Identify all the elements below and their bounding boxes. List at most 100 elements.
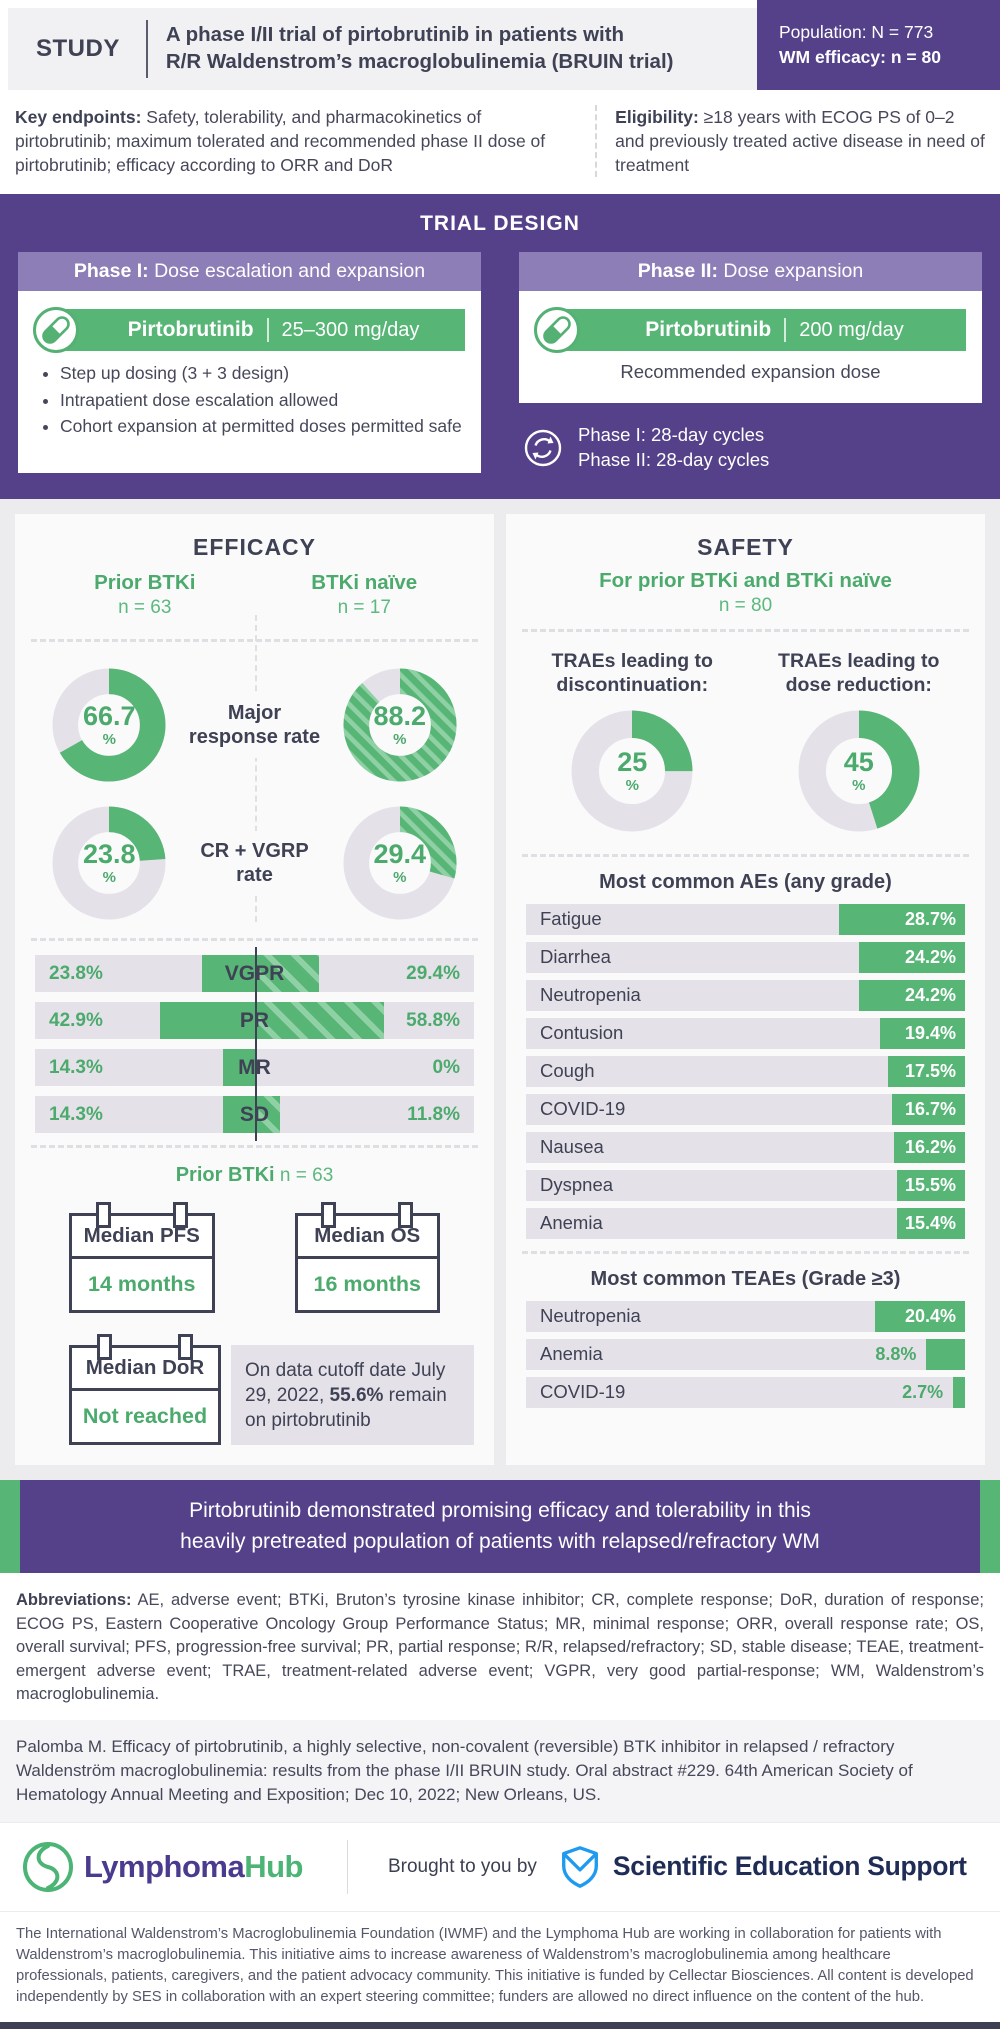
cutoff-text: On data cutoff date July 29, 2022, 55.6%… (245, 1358, 460, 1433)
results-section: EFFICACY Prior BTKi n = 63 BTKi naïve n … (0, 499, 1000, 1481)
survival-heading-bold: Prior BTKi (175, 1164, 275, 1187)
donut-number: 66.7 (82, 701, 136, 732)
median-os-value: 16 months (313, 1272, 422, 1297)
phase1-card: Phase I: Dose escalation and expansion P… (18, 252, 481, 474)
teae-row-covid19: COVID-19 2.7% (526, 1376, 965, 1408)
survival-heading-n: n = 63 (274, 1165, 334, 1187)
bottom-bar (0, 2021, 1000, 2029)
trial-design-section: TRIAL DESIGN Phase I: Dose escalation an… (0, 194, 1000, 500)
hub-word: Hub (244, 1848, 303, 1884)
trae-discontinuation-label: TRAEs leading to discontinuation: (552, 650, 713, 698)
sd-prior-value: 14.3% (49, 1103, 103, 1125)
mr-naive-value: 0% (432, 1056, 460, 1078)
ae-pct: 19.4% (904, 1022, 956, 1043)
wm-efficacy-count: WM efficacy: n = 80 (779, 47, 941, 67)
eligibility-label: Eligibility: (615, 107, 699, 127)
safety-panel: SAFETY For prior BTKi and BTKi naïve n =… (506, 514, 985, 1466)
ses-logo: Scientific Education Support (557, 1844, 967, 1890)
phase2-card: Phase II: Dose expansion Pirtobrutinib 2… (519, 252, 982, 404)
response-row-sd: 14.3% SD 11.8% (35, 1096, 474, 1134)
donut-number: 88.2 (373, 701, 427, 732)
cycles-text: Phase I: 28-day cycles Phase II: 28-day … (578, 423, 769, 473)
ae-bar: 24.2% (858, 979, 965, 1011)
phase-cards: Phase I: Dose escalation and expansion P… (18, 252, 982, 474)
vgpr-prior-value: 23.8% (49, 962, 103, 984)
ae-name: Neutropenia (540, 984, 641, 1006)
cutoff-pre: On data cutoff date July 29, 2022, (245, 1359, 446, 1406)
median-pfs-title: Median PFS (72, 1216, 212, 1260)
ae-row-contusion: Contusion 19.4% (526, 1017, 965, 1049)
donut-chart (571, 710, 693, 832)
ae-name: Anemia (540, 1343, 603, 1365)
donut-chart (52, 806, 166, 920)
vgpr-naive-bar (254, 955, 320, 993)
abbreviations: Abbreviations: AE, adverse event; BTKi, … (0, 1573, 1000, 1721)
ae-bar: 24.2% (858, 941, 965, 973)
ae-pct: 16.7% (904, 1098, 956, 1119)
donut-major-response-prior-btki: 66.7% (52, 668, 166, 782)
sd-naive-value: 11.8% (407, 1103, 460, 1125)
response-row-vgpr: 23.8% VGPR 29.4% (35, 955, 474, 993)
ae-name: Fatigue (540, 908, 602, 930)
abbreviations-label: Abbreviations: (16, 1591, 132, 1610)
cutoff-post: remain on pirtobrutinib (245, 1384, 447, 1431)
donut-cr-vgrp-btki-naive: 29.4% (343, 806, 457, 920)
conclusion-banner: Pirtobrutinib demonstrated promising eff… (0, 1480, 1000, 1574)
ae-pct: 28.7% (904, 908, 956, 929)
ae-bar: 19.4% (879, 1017, 965, 1049)
ae-name: Anemia (540, 1212, 603, 1234)
ae-row-cough: Cough 17.5% (526, 1055, 965, 1087)
efficacy-panel: EFFICACY Prior BTKi n = 63 BTKi naïve n … (15, 514, 494, 1466)
cutoff-pct: 55.6% (329, 1384, 384, 1406)
median-os-title: Median OS (297, 1216, 437, 1260)
cohort-naive-name: BTKi naïve (311, 571, 418, 595)
donut-number: 29.4 (373, 839, 427, 870)
teaes-title: Most common TEAEs (Grade ≥3) (590, 1267, 901, 1290)
ae-pct: 8.8% (875, 1343, 917, 1364)
ae-bar: 20.4% (875, 1300, 965, 1332)
ae-pct: 24.2% (904, 984, 956, 1005)
response-donuts: 66.7% Major response rate 88.2% 23.8% (35, 654, 474, 926)
phase2-drug-band: Pirtobrutinib 200 mg/day (534, 307, 966, 354)
citation: Palomba M. Efficacy of pirtobrutinib, a … (0, 1720, 1000, 1822)
donut-value: 25% (571, 710, 693, 832)
vgpr-label: VGPR (224, 961, 285, 985)
pill-icon (33, 307, 79, 354)
separator (31, 938, 478, 942)
donut-number: 23.8 (82, 839, 136, 870)
endpoints-section: Key endpoints: Safety, tolerability, and… (0, 90, 1000, 195)
phase2-dose: 200 mg/day (799, 318, 904, 341)
donut-percent-sign: % (102, 869, 116, 887)
safety-subtitle-text: For prior BTKi and BTKi naïve (599, 569, 892, 593)
pr-label: PR (239, 1008, 270, 1032)
ae-row-neutropenia: Neutropenia 24.2% (526, 979, 965, 1011)
ae-name: COVID-19 (540, 1098, 626, 1120)
median-pfs-value: 14 months (87, 1272, 196, 1297)
pr-naive-value: 58.8% (406, 1009, 460, 1031)
donut-percent-sign: % (625, 776, 639, 794)
ae-name: Diarrhea (540, 946, 611, 968)
citation-text: Palomba M. Efficacy of pirtobrutinib, a … (16, 1737, 913, 1804)
donut-value: 88.2% (343, 668, 457, 782)
phase1-header-bold: Phase I: (73, 260, 149, 283)
sd-prior-bar (223, 1096, 255, 1134)
trae-label-line2: dose reduction: (785, 674, 932, 697)
vgpr-naive-value: 29.4% (406, 962, 460, 984)
ae-bar: 17.5% (888, 1055, 965, 1087)
trae-label-line1: TRAEs leading to (551, 650, 713, 673)
phase2-header: Phase II: Dose expansion (519, 252, 982, 292)
separator (31, 1145, 478, 1149)
efficacy-title: EFFICACY (193, 534, 316, 561)
sd-label: SD (239, 1102, 270, 1126)
cycles-info: Phase I: 28-day cycles Phase II: 28-day … (519, 423, 982, 473)
survival-cards-row1: Median PFS 14 months Median OS 16 months (35, 1201, 474, 1314)
donut-major-response-btki-naive: 88.2% (343, 668, 457, 782)
safety-subtitle: For prior BTKi and BTKi naïve n = 80 (526, 569, 965, 617)
median-pfs-card: Median PFS 14 months (69, 1202, 215, 1314)
median-dor-card: Median DoR Not reached (69, 1334, 221, 1446)
key-endpoints-label: Key endpoints: (15, 107, 142, 127)
ae-name: Neutropenia (540, 1305, 641, 1327)
ae-row-covid19: COVID-19 16.7% (526, 1093, 965, 1125)
lymphoma-word: Lymphoma (84, 1848, 245, 1884)
phase1-bullets: Step up dosing (3 + 3 design) Intrapatie… (44, 361, 463, 437)
